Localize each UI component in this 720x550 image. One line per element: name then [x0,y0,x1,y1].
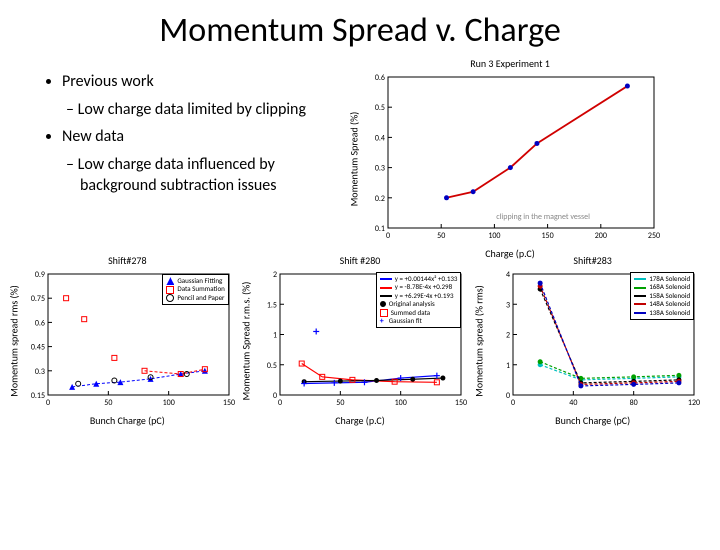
chart-b1: Shift#278 Momentum spread rms (%) Bunch … [20,268,235,413]
legend-text: 138A Solenoid [649,309,690,317]
svg-text:50: 50 [337,398,345,408]
svg-text:2: 2 [506,331,510,341]
chart-b2-title: Shift #280 [340,254,381,267]
bottom-row: Shift#278 Momentum spread rms (%) Bunch … [0,246,720,413]
bullet-1: Previous work [62,72,154,91]
svg-text:150: 150 [455,398,467,408]
svg-text:0.1: 0.1 [375,224,385,234]
svg-text:0.4: 0.4 [375,133,385,143]
chart-b2-xlabel: Charge (p.C) [335,414,385,427]
main-chart-ylabel: Momentum Spread (%) [348,111,361,206]
svg-text:0.5: 0.5 [267,361,277,371]
bullet-1a: Low charge data limited by clipping [78,100,306,119]
main-chart: Run 3 Experiment 1 Momentum Spread (%) C… [360,71,660,246]
chart-b3: Shift#283 Momentum spread (% rms) Bunch … [485,268,700,413]
page-title: Momentum Spread v. Charge [0,10,720,51]
chart-b3-legend: 178A Solenoid 168A Solenoid 158A Solenoi… [630,272,694,320]
chart-b2-legend: y = +0.00144x² +0.133 y = -8.78E-4x +0.2… [376,272,462,328]
chart-b3-ylabel: Momentum spread (% rms) [473,285,486,396]
svg-text:2: 2 [273,270,277,280]
bullet-2a: Low charge data influenced by background… [78,155,277,196]
main-chart-title: Run 3 Experiment 1 [470,57,550,70]
svg-text:1: 1 [506,361,510,371]
chart-b1-title: Shift#278 [108,254,147,267]
svg-text:0.3: 0.3 [35,367,45,377]
svg-text:0: 0 [273,391,277,401]
svg-text:50: 50 [104,398,112,408]
svg-text:0: 0 [506,391,510,401]
svg-text:0.15: 0.15 [31,391,45,401]
legend-text: Pencil and Paper [177,294,224,302]
chart-b3-xlabel: Bunch Charge (pC) [555,414,630,427]
svg-text:100: 100 [395,398,407,408]
svg-text:150: 150 [542,231,554,241]
svg-text:120: 120 [688,398,700,408]
svg-text:250: 250 [648,231,660,241]
svg-text:0.3: 0.3 [375,164,385,174]
chart-b3-title: Shift#283 [573,254,612,267]
svg-text:0: 0 [386,231,390,241]
chart-b2-ylabel: Momentum Spread r.m.s. (%) [240,281,253,400]
svg-text:0: 0 [278,398,282,408]
svg-text:1: 1 [273,331,277,341]
svg-text:0: 0 [511,398,515,408]
top-row: Previous work Low charge data limited by… [0,65,720,246]
chart-b1-xlabel: Bunch Charge (pC) [90,414,165,427]
svg-text:0: 0 [46,398,50,408]
svg-text:0.6: 0.6 [35,318,45,328]
legend-text: Gaussian fit [389,317,422,325]
svg-text:1.5: 1.5 [267,300,277,310]
svg-text:0.45: 0.45 [31,343,45,353]
svg-text:50: 50 [437,231,445,241]
svg-text:3: 3 [506,300,510,310]
chart-b1-legend: Gaussian Fitting Data Summation Pencil a… [162,274,228,305]
svg-text:100: 100 [488,231,500,241]
svg-text:100: 100 [162,398,174,408]
chart-b2: Shift #280 Momentum Spread r.m.s. (%) Ch… [252,268,467,413]
svg-text:0.5: 0.5 [375,103,385,113]
svg-text:0.6: 0.6 [375,73,385,83]
bullet-list: Previous work Low charge data limited by… [40,65,350,246]
svg-text:40: 40 [569,398,577,408]
svg-text:150: 150 [223,398,235,408]
chart-b1-ylabel: Momentum spread rms (%) [7,285,20,396]
svg-text:0.2: 0.2 [375,194,385,204]
clipping-note: clipping in the magnet vessel [496,212,590,222]
svg-text:80: 80 [630,398,638,408]
svg-text:200: 200 [595,231,607,241]
bullet-2: New data [62,127,124,146]
main-chart-xlabel: Charge (p.C) [485,247,535,260]
svg-text:0.75: 0.75 [31,294,45,304]
svg-text:4: 4 [506,270,510,280]
svg-text:0.9: 0.9 [35,270,45,280]
